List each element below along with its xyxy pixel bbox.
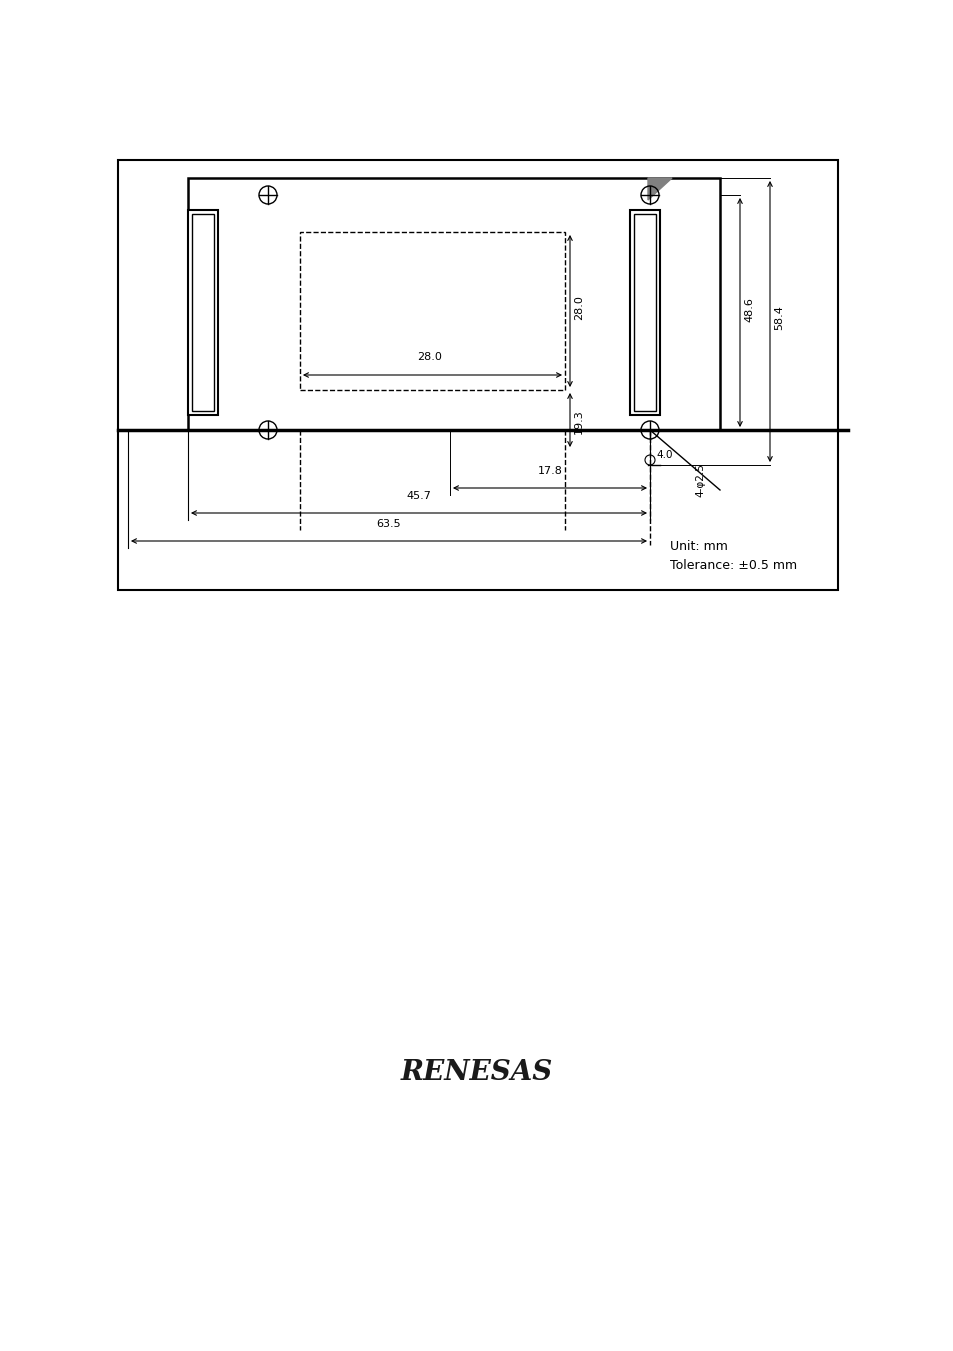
Text: 4-φ2.5: 4-φ2.5 (695, 463, 704, 497)
Text: 28.0: 28.0 (574, 296, 583, 320)
Bar (192, 213, 213, 411)
Bar (188, 178, 720, 430)
Text: 45.7: 45.7 (406, 490, 431, 501)
Text: RENESAS: RENESAS (400, 1058, 553, 1085)
Text: Unit: mm
Tolerance: ±0.5 mm: Unit: mm Tolerance: ±0.5 mm (669, 540, 797, 571)
Text: 48.6: 48.6 (743, 297, 753, 323)
Text: 19.3: 19.3 (574, 409, 583, 435)
Bar (634, 213, 656, 411)
Text: 58.4: 58.4 (773, 305, 783, 331)
Text: 4.0: 4.0 (656, 450, 672, 459)
Text: 63.5: 63.5 (376, 519, 401, 530)
Polygon shape (647, 178, 671, 200)
Bar (118, 159, 837, 590)
Bar (299, 232, 564, 390)
Text: 28.0: 28.0 (417, 353, 442, 362)
Text: 17.8: 17.8 (537, 466, 562, 476)
Bar (188, 209, 218, 415)
Bar (629, 209, 659, 415)
